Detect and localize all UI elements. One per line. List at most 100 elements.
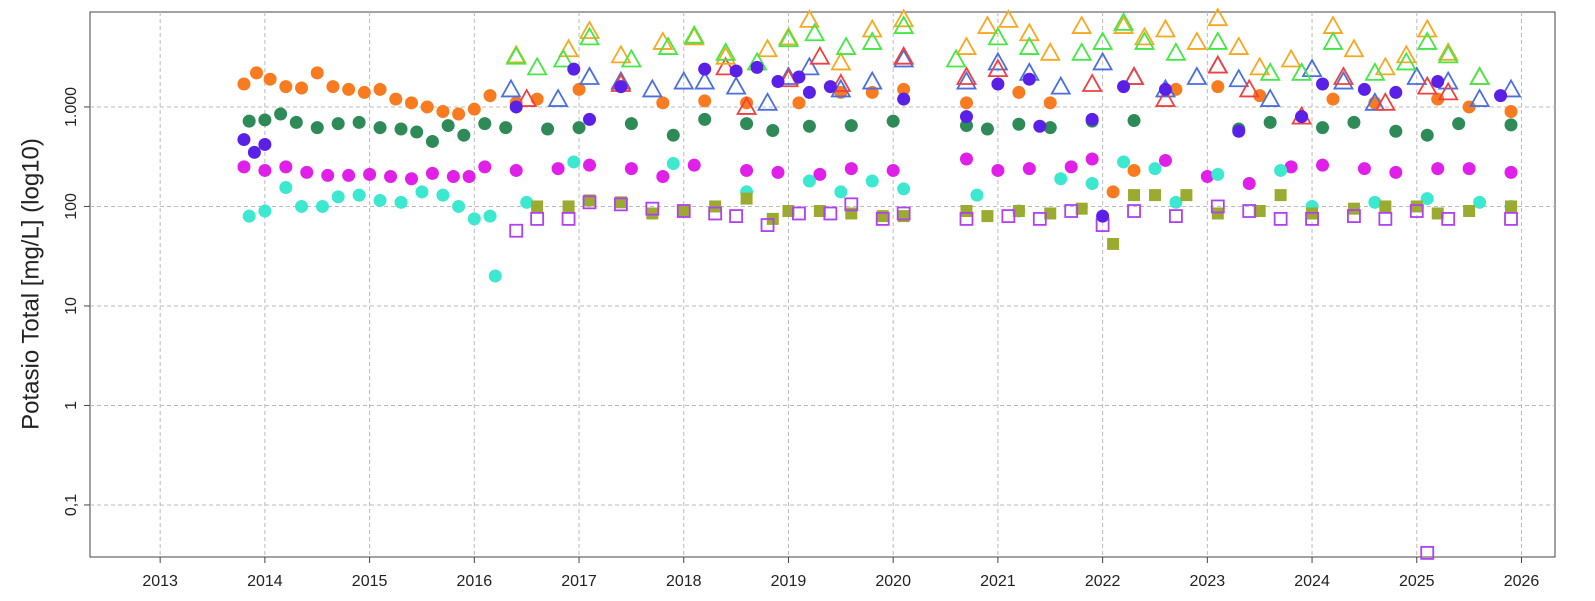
point <box>698 112 712 126</box>
point <box>394 195 408 209</box>
point <box>1075 202 1088 215</box>
point <box>331 190 345 204</box>
point <box>1420 128 1434 142</box>
point <box>804 22 826 42</box>
point <box>1133 31 1156 50</box>
point <box>342 82 356 96</box>
point <box>1228 68 1250 88</box>
point <box>509 223 524 238</box>
point <box>1127 163 1141 177</box>
point <box>1416 18 1438 38</box>
point <box>582 195 597 210</box>
point <box>441 119 455 133</box>
x-tick-label: 2015 <box>352 573 388 590</box>
point <box>1154 88 1176 107</box>
point <box>1154 18 1176 38</box>
point <box>624 117 638 131</box>
point <box>1113 12 1135 31</box>
point <box>666 157 680 171</box>
point <box>295 81 309 95</box>
point <box>452 199 466 213</box>
point <box>1416 31 1438 50</box>
point <box>478 117 492 131</box>
point <box>1071 15 1093 34</box>
point <box>1469 66 1491 85</box>
point <box>1044 207 1057 220</box>
point <box>980 122 994 136</box>
point <box>760 218 775 232</box>
point <box>1406 66 1428 85</box>
point <box>1322 15 1344 34</box>
plot-frame <box>89 11 1556 558</box>
point <box>483 89 497 103</box>
point <box>326 80 340 94</box>
point <box>1378 211 1393 226</box>
point <box>823 206 838 221</box>
point <box>802 85 816 99</box>
point <box>798 9 820 28</box>
point <box>861 70 883 90</box>
point <box>1284 160 1298 174</box>
point <box>247 145 261 159</box>
point <box>1133 26 1156 46</box>
point <box>1431 75 1445 89</box>
y-tick-label: 1 <box>63 401 80 410</box>
point <box>1054 172 1068 186</box>
point <box>1039 41 1061 61</box>
point <box>467 212 481 226</box>
point <box>237 133 251 147</box>
point <box>1127 204 1141 218</box>
point <box>715 41 737 61</box>
point <box>562 200 575 213</box>
point <box>865 174 879 188</box>
point <box>321 168 335 182</box>
point <box>1462 162 1476 176</box>
point <box>1200 170 1214 184</box>
point <box>1242 204 1257 218</box>
point <box>1207 54 1229 74</box>
point <box>1117 80 1131 94</box>
point <box>1107 237 1120 250</box>
point <box>516 88 538 107</box>
point <box>1343 38 1365 58</box>
point <box>1081 73 1103 92</box>
point <box>896 206 911 221</box>
x-tick-label: 2017 <box>561 573 597 590</box>
point <box>683 24 705 44</box>
point <box>676 204 691 218</box>
point <box>452 107 466 121</box>
point <box>1123 66 1145 85</box>
point <box>499 121 513 135</box>
point <box>1463 205 1476 218</box>
point <box>959 152 973 166</box>
point <box>708 206 723 221</box>
point <box>1169 195 1183 209</box>
point <box>1316 158 1330 172</box>
point <box>959 96 973 110</box>
point <box>756 91 779 111</box>
point <box>614 196 627 209</box>
point <box>823 80 837 94</box>
point <box>462 170 476 184</box>
point <box>1332 70 1355 90</box>
point <box>1316 121 1330 135</box>
point <box>1043 96 1057 110</box>
point <box>420 100 434 114</box>
x-tick-label: 2019 <box>771 573 807 590</box>
point <box>541 122 555 136</box>
point <box>1064 160 1078 174</box>
point <box>404 96 418 110</box>
point <box>1494 89 1508 103</box>
y-tick-label: 10 <box>63 297 80 315</box>
point <box>677 205 690 218</box>
x-tick-label: 2014 <box>247 573 283 590</box>
point <box>531 200 544 213</box>
point <box>792 70 806 84</box>
point <box>1113 15 1135 34</box>
point <box>1332 66 1355 85</box>
point <box>1431 162 1445 176</box>
point <box>436 188 450 202</box>
point <box>279 80 293 94</box>
point <box>415 185 429 199</box>
x-tick-label: 2025 <box>1399 573 1435 590</box>
